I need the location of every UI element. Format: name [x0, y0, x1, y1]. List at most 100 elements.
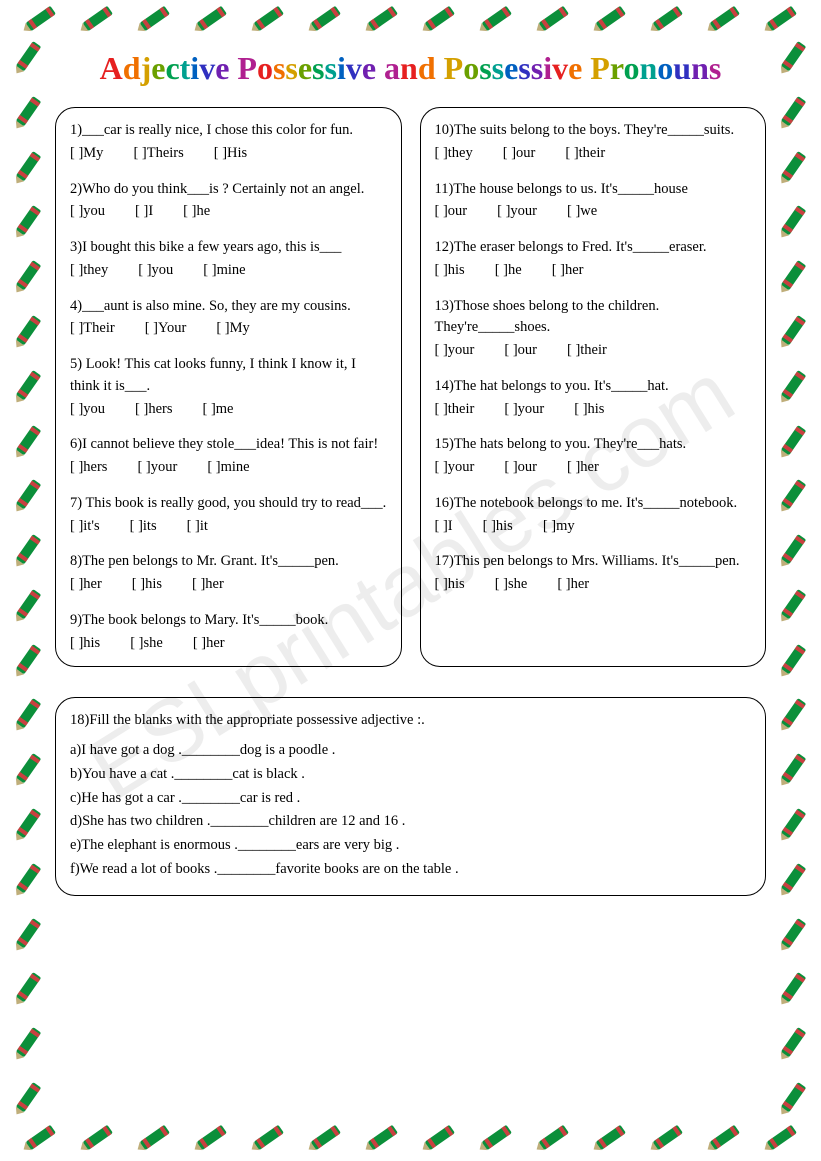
crayon-icon	[11, 858, 45, 899]
option[interactable]: [ ]it's	[70, 516, 100, 538]
option[interactable]: [ ]his	[435, 574, 465, 596]
crayon-icon	[305, 1121, 346, 1155]
question-15: 15)The hats belong to you. They're___hat…	[435, 434, 752, 479]
option[interactable]: [ ]you	[70, 399, 105, 421]
option[interactable]: [ ]her	[70, 574, 102, 596]
option[interactable]: [ ]Theirs	[133, 143, 183, 165]
crayon-icon	[20, 1121, 61, 1155]
option[interactable]: [ ]my	[543, 516, 575, 538]
crayon-icon	[533, 2, 574, 36]
option[interactable]: [ ]she	[130, 633, 163, 655]
option[interactable]: [ ]Their	[70, 318, 115, 340]
option[interactable]: [ ]you	[138, 260, 173, 282]
option[interactable]: [ ]their	[435, 399, 475, 421]
option[interactable]: [ ]hers	[135, 399, 172, 421]
question-columns: 1)___car is really nice, I chose this co…	[55, 107, 766, 667]
options-row: [ ]his [ ]she [ ]her	[70, 633, 387, 655]
option[interactable]: [ ]your	[497, 201, 537, 223]
option[interactable]: [ ]our	[435, 201, 468, 223]
crayon-icon	[134, 2, 175, 36]
crayon-icon	[776, 1078, 810, 1119]
option[interactable]: [ ]hers	[70, 457, 107, 479]
option[interactable]: [ ]mine	[203, 260, 245, 282]
option[interactable]: [ ]he	[183, 201, 210, 223]
option[interactable]: [ ]His	[214, 143, 247, 165]
crayon-icon	[11, 1078, 45, 1119]
question-text: 1)___car is really nice, I chose this co…	[70, 120, 387, 142]
question-9: 9)The book belongs to Mary. It's_____boo…	[70, 610, 387, 655]
option[interactable]: [ ]her	[557, 574, 589, 596]
crayon-icon	[362, 1121, 403, 1155]
option[interactable]: [ ]it	[187, 516, 208, 538]
option[interactable]: [ ]your	[435, 340, 475, 362]
crayon-icon	[776, 146, 810, 187]
option[interactable]: [ ]your	[504, 399, 544, 421]
option[interactable]: [ ]My	[70, 143, 103, 165]
option[interactable]: [ ]they	[435, 143, 473, 165]
option[interactable]: [ ]mine	[207, 457, 249, 479]
crayon-icon	[11, 530, 45, 571]
option[interactable]: [ ]her	[567, 457, 599, 479]
options-row: [ ]they [ ]you [ ]mine	[70, 260, 387, 282]
crayon-icon	[776, 201, 810, 242]
option[interactable]: [ ]I	[435, 516, 453, 538]
option[interactable]: [ ]his	[435, 260, 465, 282]
crayon-icon	[590, 1121, 631, 1155]
question-2: 2)Who do you think___is ? Certainly not …	[70, 179, 387, 224]
option[interactable]: [ ]our	[503, 143, 536, 165]
question-17: 17)This pen belongs to Mrs. Williams. It…	[435, 551, 752, 596]
crayon-icon	[419, 1121, 460, 1155]
crayon-icon	[11, 146, 45, 187]
fill-item: f)We read a lot of books .________favori…	[70, 859, 751, 881]
option[interactable]: [ ]its	[130, 516, 157, 538]
option[interactable]: [ ]me	[203, 399, 234, 421]
crayon-icon	[776, 530, 810, 571]
options-row: [ ]it's [ ]its [ ]it	[70, 516, 387, 538]
option[interactable]: [ ]they	[70, 260, 108, 282]
option[interactable]: [ ]we	[567, 201, 597, 223]
right-column-box: 10)The suits belong to the boys. They're…	[420, 107, 767, 667]
option[interactable]: [ ]her	[552, 260, 584, 282]
question-text: 14)The hat belongs to you. It's_____hat.	[435, 376, 752, 398]
question-text: 12)The eraser belongs to Fred. It's_____…	[435, 237, 752, 259]
option[interactable]: [ ]his	[483, 516, 513, 538]
option[interactable]: [ ]our	[504, 340, 537, 362]
option[interactable]: [ ]you	[70, 201, 105, 223]
option[interactable]: [ ]his	[70, 633, 100, 655]
question-text: 5) Look! This cat looks funny, I think I…	[70, 354, 387, 398]
crayon-icon	[11, 639, 45, 680]
option[interactable]: [ ]your	[435, 457, 475, 479]
crayon-icon	[11, 968, 45, 1009]
option[interactable]: [ ]his	[132, 574, 162, 596]
crayon-icon	[776, 256, 810, 297]
question-11: 11)The house belongs to us. It's_____hou…	[435, 179, 752, 224]
option[interactable]: [ ]her	[192, 574, 224, 596]
question-text: 17)This pen belongs to Mrs. Williams. It…	[435, 551, 752, 573]
question-8: 8)The pen belongs to Mr. Grant. It's____…	[70, 551, 387, 596]
option[interactable]: [ ]My	[216, 318, 249, 340]
crayon-icon	[776, 749, 810, 790]
option[interactable]: [ ]his	[574, 399, 604, 421]
option[interactable]: [ ]their	[567, 340, 607, 362]
question-4: 4)___aunt is also mine. So, they are my …	[70, 296, 387, 341]
option[interactable]: [ ]their	[565, 143, 605, 165]
option[interactable]: [ ]he	[495, 260, 522, 282]
question-5: 5) Look! This cat looks funny, I think I…	[70, 354, 387, 420]
question-1: 1)___car is really nice, I chose this co…	[70, 120, 387, 165]
page-title: Adjective Possessive and Possessive Pron…	[55, 50, 766, 87]
crayon-icon	[11, 37, 45, 78]
crayon-icon	[476, 1121, 517, 1155]
question-text: 4)___aunt is also mine. So, they are my …	[70, 296, 387, 318]
crayon-icon	[761, 1121, 802, 1155]
option[interactable]: [ ]she	[495, 574, 528, 596]
option[interactable]: [ ]your	[137, 457, 177, 479]
crayon-icon	[11, 804, 45, 845]
fill-item: a)I have got a dog .________dog is a poo…	[70, 740, 751, 762]
option[interactable]: [ ]her	[193, 633, 225, 655]
option[interactable]: [ ]Your	[145, 318, 187, 340]
crayon-icon	[11, 584, 45, 625]
crayon-icon	[20, 2, 61, 36]
option[interactable]: [ ]our	[504, 457, 537, 479]
question-text: 11)The house belongs to us. It's_____hou…	[435, 179, 752, 201]
option[interactable]: [ ]I	[135, 201, 153, 223]
